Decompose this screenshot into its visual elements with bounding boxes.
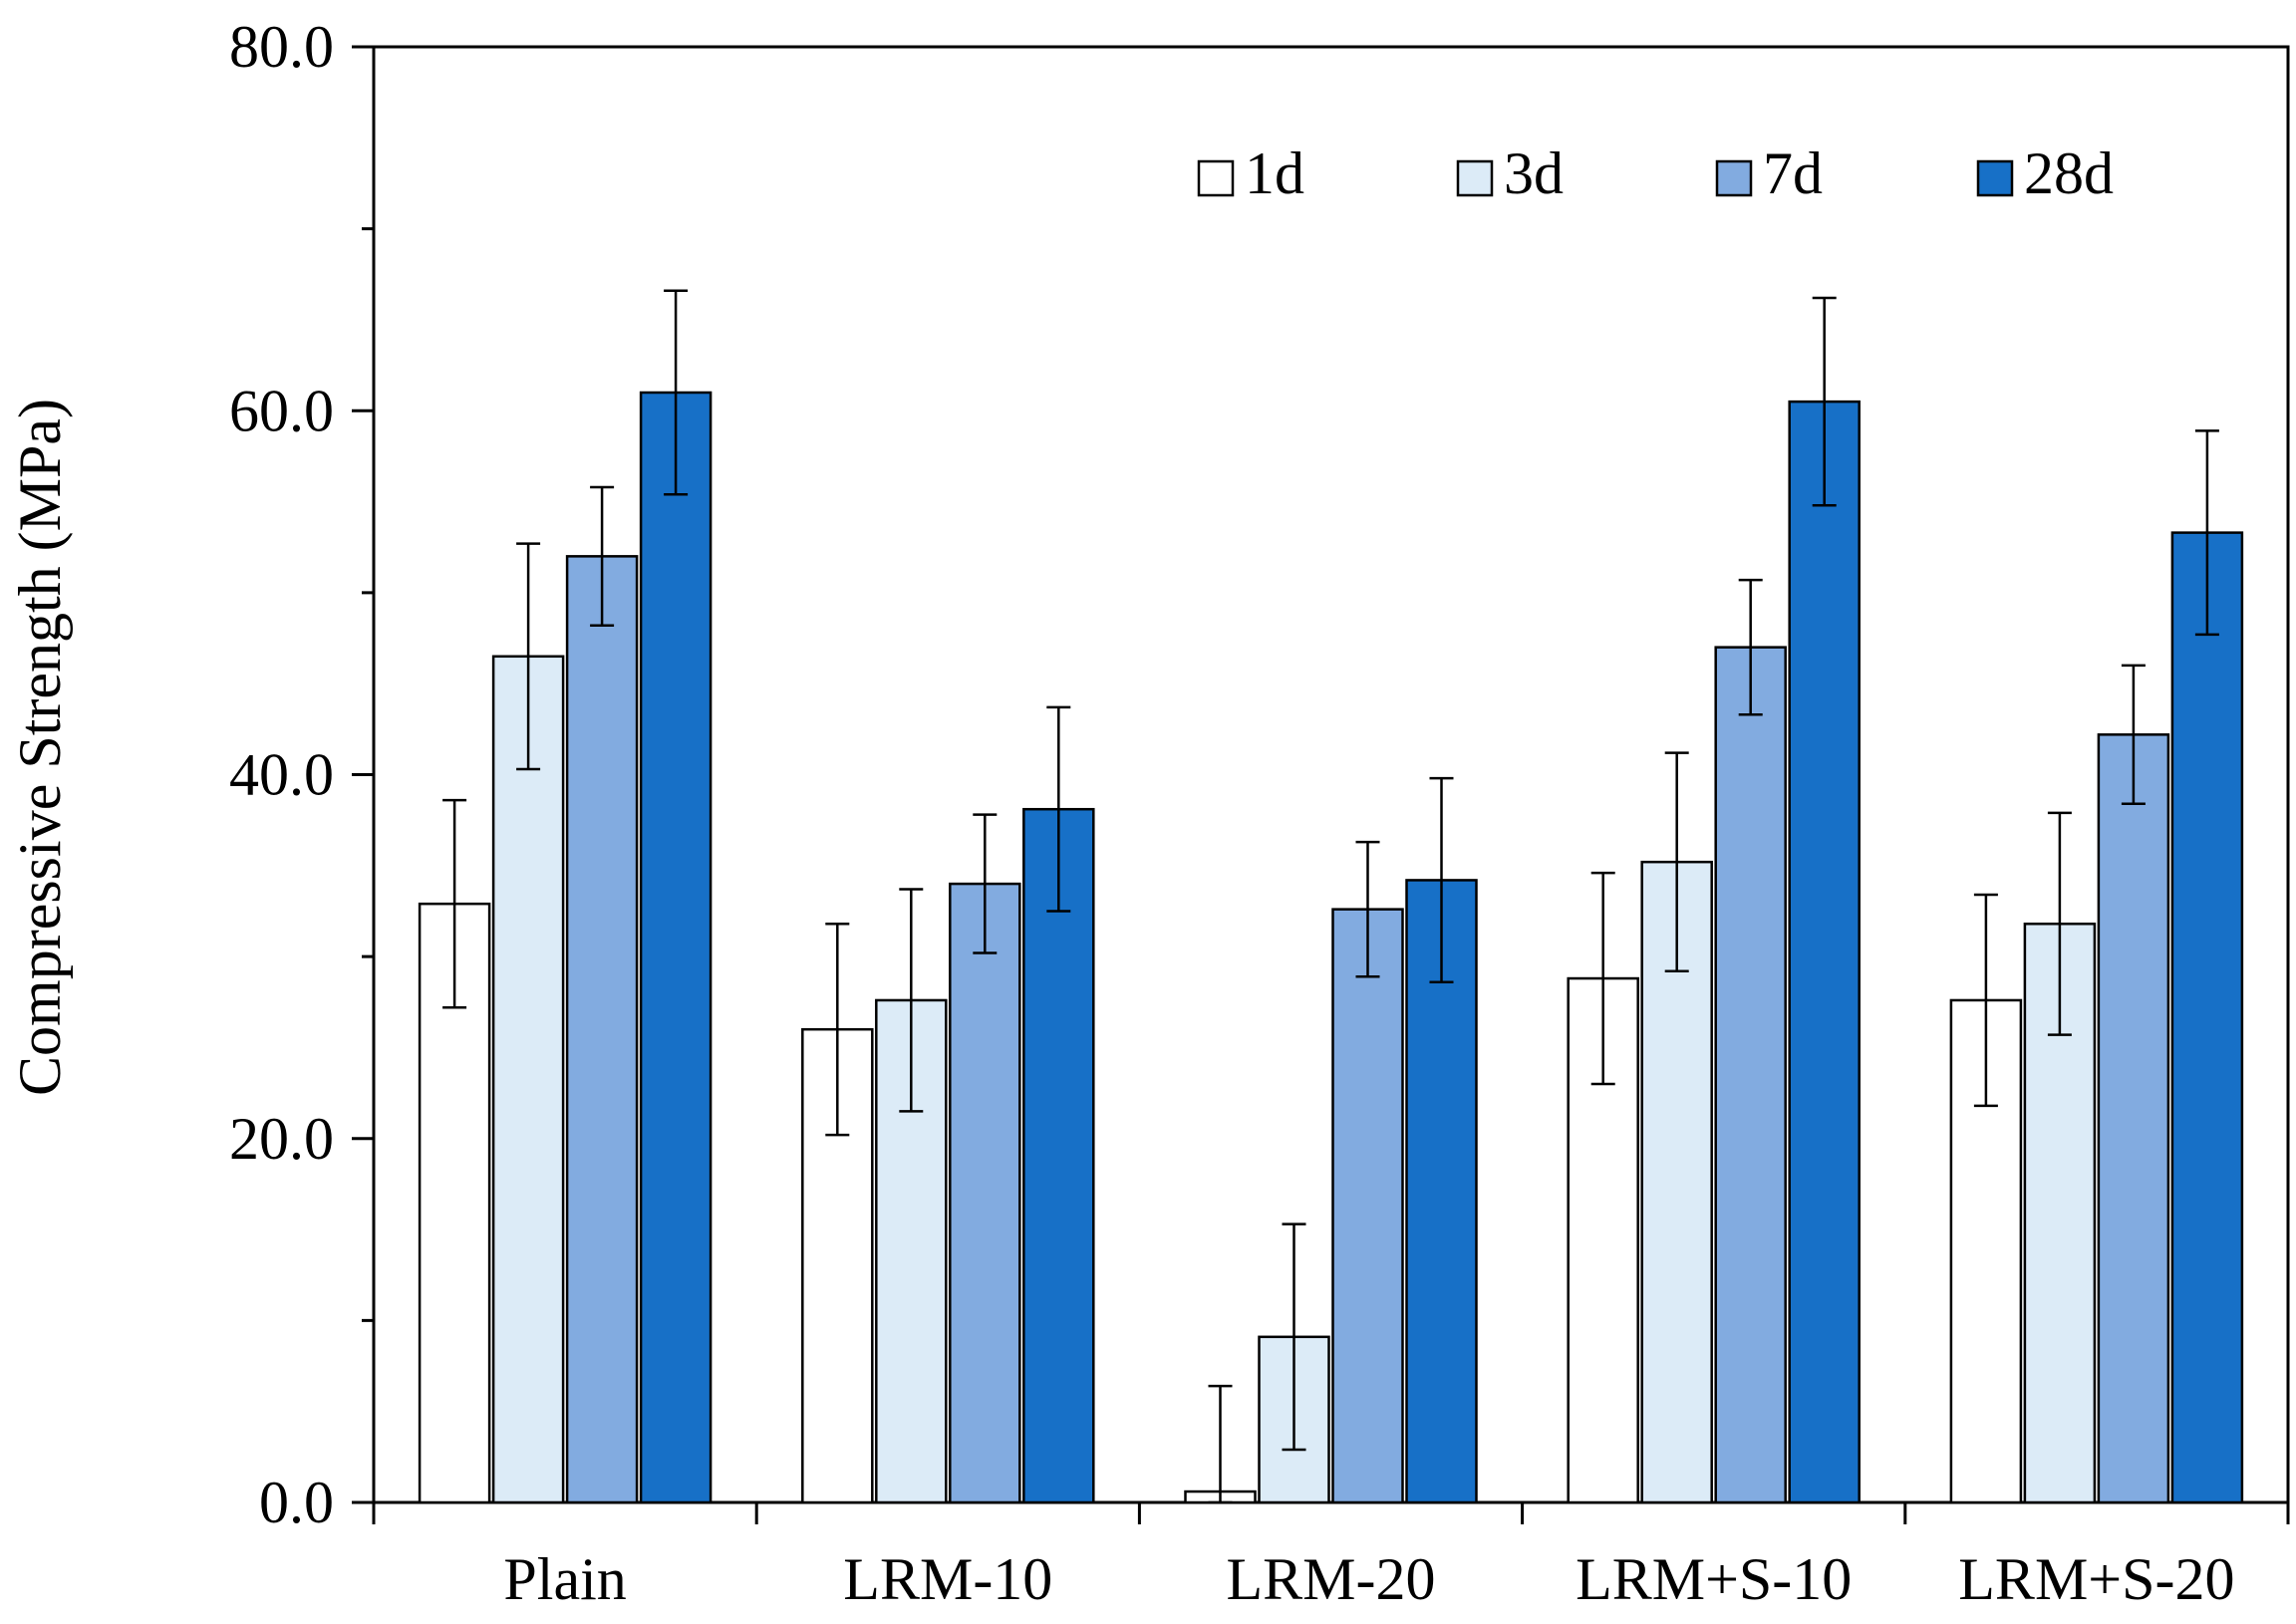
legend-swatch-3d	[1456, 159, 1494, 197]
legend-swatch-1d	[1197, 159, 1235, 197]
bar-7d-lrm-20	[1331, 908, 1404, 1504]
error-bars-group	[442, 289, 2219, 1504]
y-tick-label: 0.0	[259, 1470, 334, 1535]
y-tick-label: 80.0	[229, 14, 334, 80]
legend-swatch-7d	[1715, 159, 1753, 197]
legend-label-3d: 3d	[1504, 140, 1564, 206]
legend-label-28d: 28d	[2024, 140, 2114, 206]
y-tick-label: 40.0	[229, 742, 334, 808]
axes-group: 0.0 20.0 40.0 60.0 80.0 Plain LRM-10 LRM-20 LRM+…	[229, 14, 2290, 1612]
y-tick-label: 20.0	[229, 1106, 334, 1172]
y-axis-title: Compressive Strength (MPa)	[7, 399, 73, 1096]
bar-7d-plain	[565, 555, 639, 1504]
bar-28d-lrm-s-10	[1788, 400, 1861, 1504]
bar-3d-plain	[491, 655, 565, 1504]
legend: 1d 3d 7d 28d	[1197, 140, 2114, 206]
bar-7d-lrm-s-10	[1714, 646, 1787, 1504]
legend-label-1d: 1d	[1245, 140, 1304, 206]
x-category-label: LRM-10	[843, 1546, 1052, 1612]
bar-28d-lrm-20	[1405, 879, 1478, 1504]
legend-swatch-28d	[1976, 159, 2014, 197]
x-category-label: LRM+S-10	[1576, 1546, 1852, 1612]
x-category-label: LRM+S-20	[1958, 1546, 2234, 1612]
bar-28d-lrm-10	[1022, 807, 1095, 1504]
bar-28d-lrm-s-20	[2170, 531, 2244, 1504]
x-category-label: LRM-20	[1227, 1546, 1436, 1612]
x-category-label: Plain	[503, 1546, 626, 1612]
bar-7d-lrm-s-20	[2097, 733, 2170, 1504]
bar-7d-lrm-10	[949, 882, 1021, 1504]
legend-label-7d: 7d	[1763, 140, 1823, 206]
bar-28d-plain	[639, 391, 713, 1504]
y-tick-label: 60.0	[229, 378, 334, 443]
